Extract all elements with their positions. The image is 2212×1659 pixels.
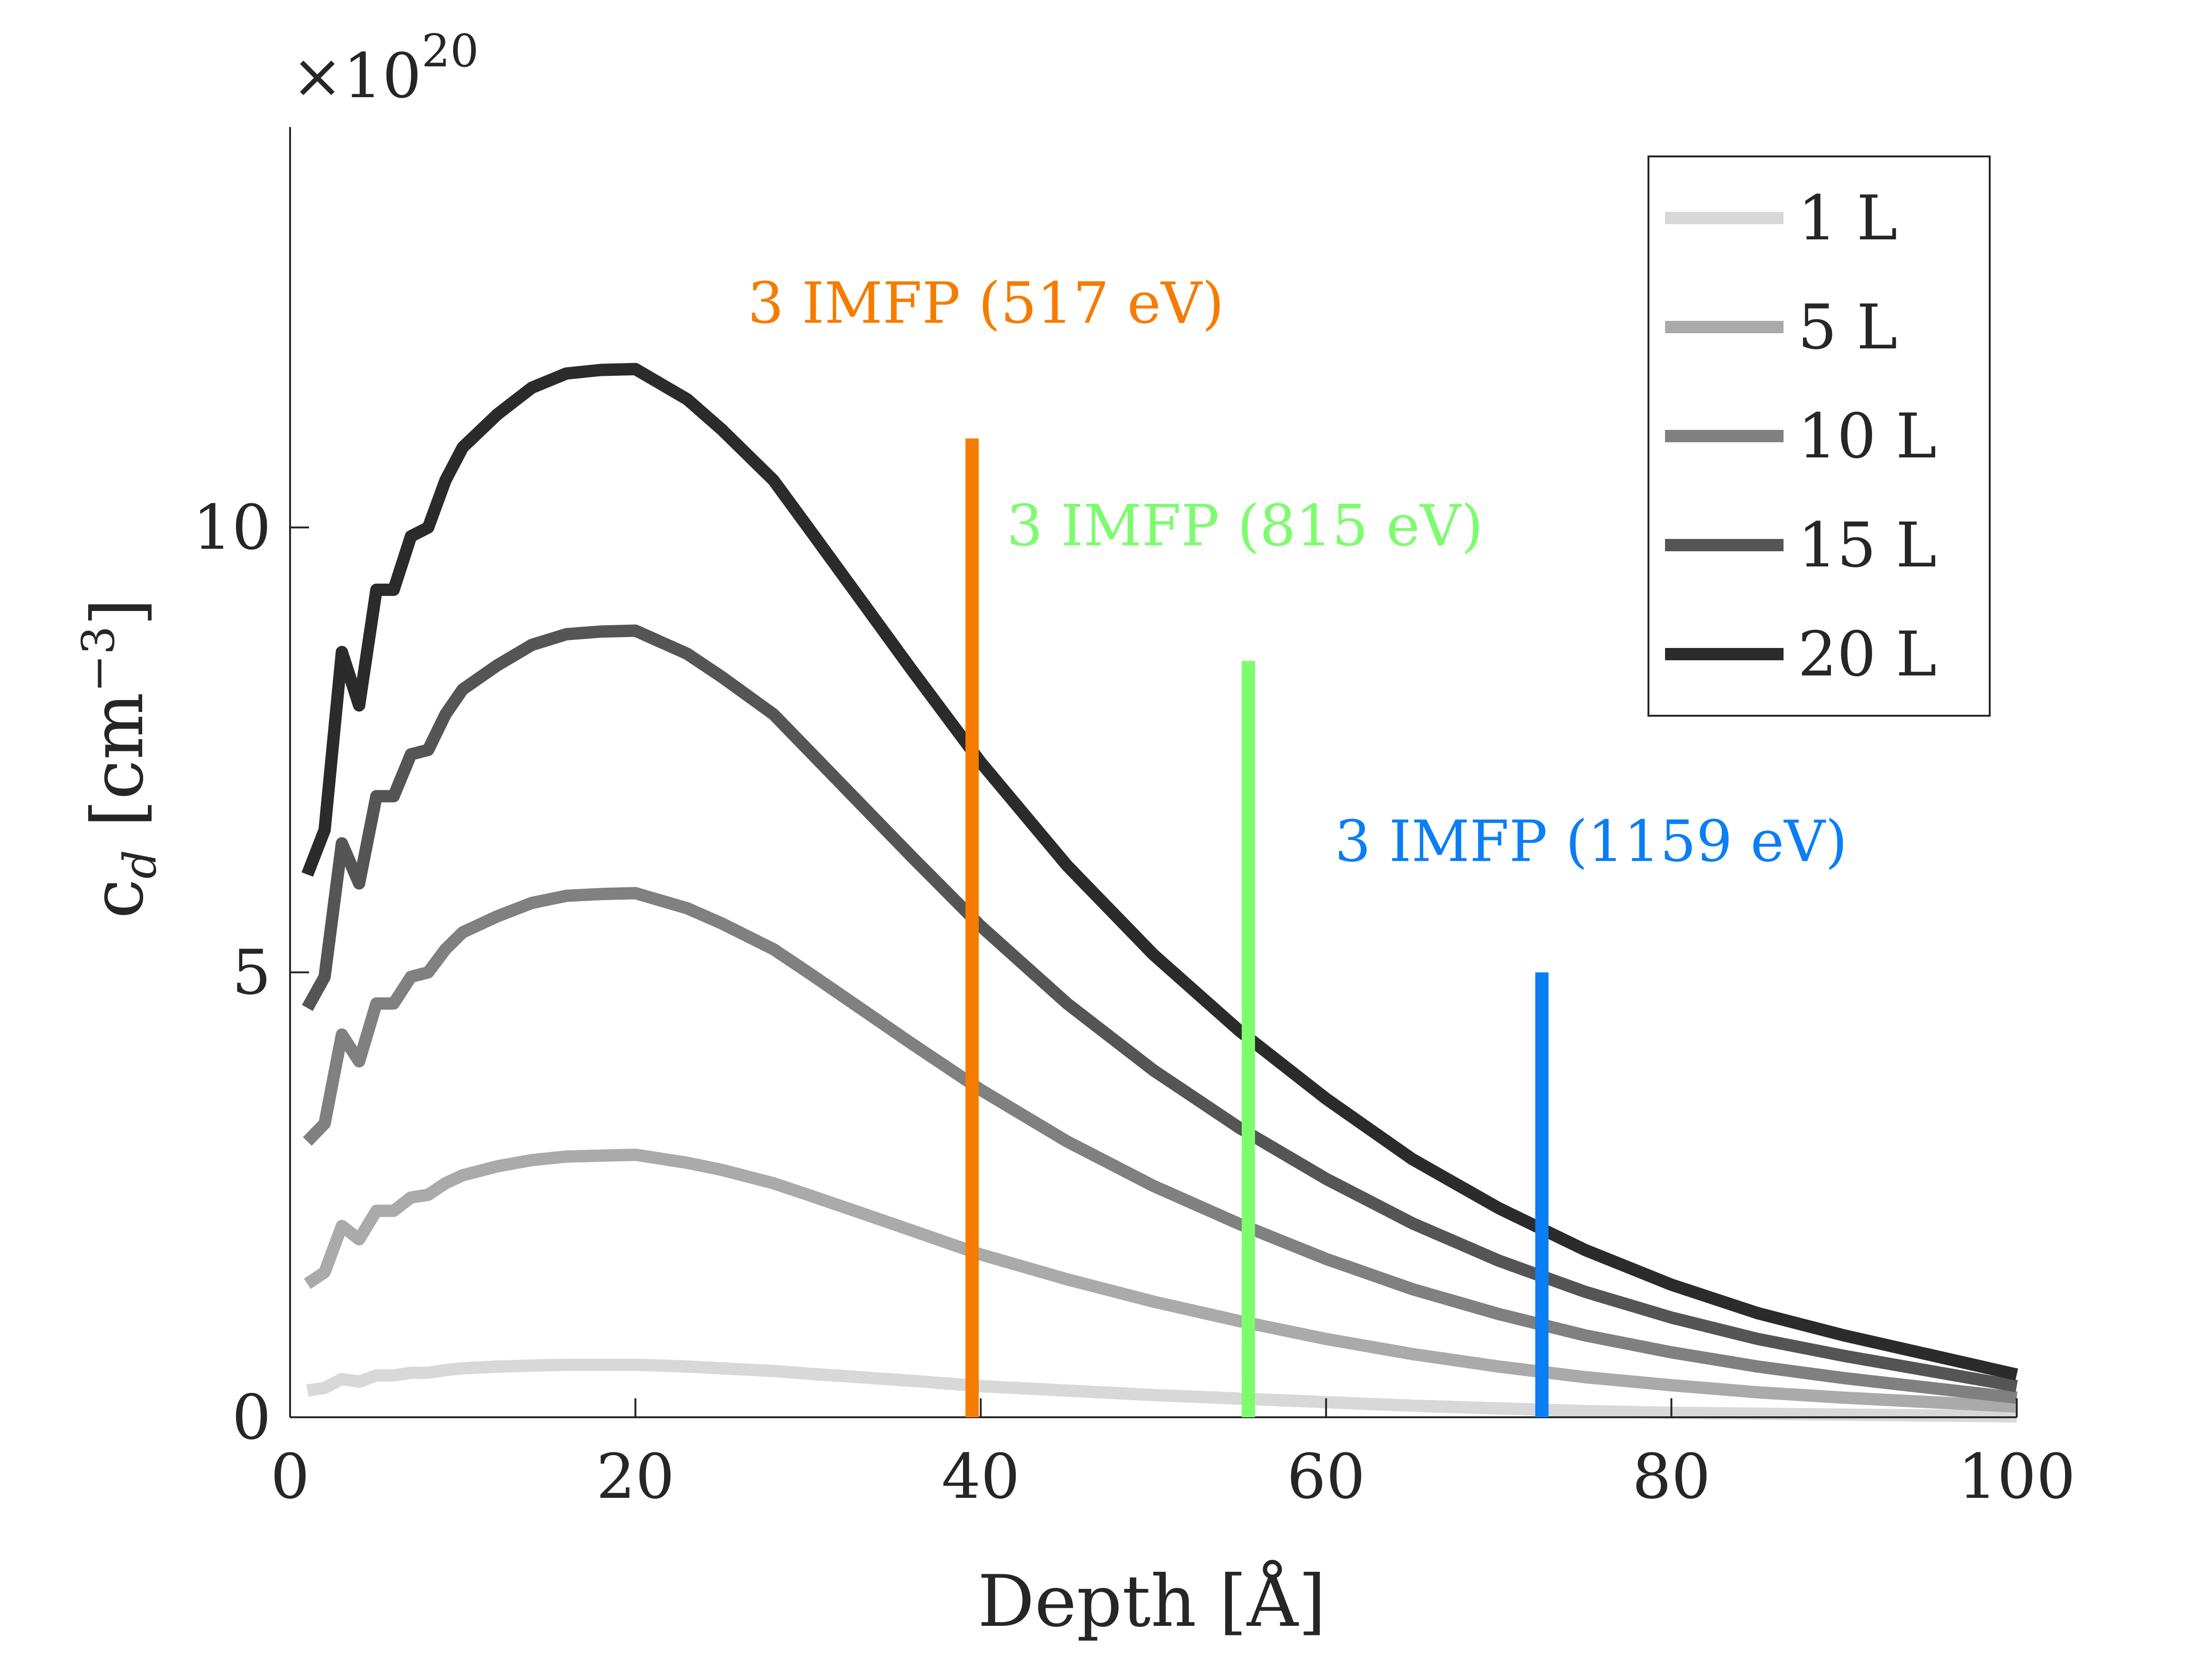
y-exponent-power: 20 [421,25,479,77]
y-axis-title-main: c [77,879,159,919]
y-axis-title-unit: [cm [77,693,159,850]
y-axis-title-unit-exponent: −3 [73,626,125,693]
legend-label: 5 L [1798,291,1897,363]
legend-label: 1 L [1798,182,1897,254]
imfp-annotation-2: 3 IMFP (815 eV) [1007,493,1483,559]
x-tick-label: 40 [941,1440,1020,1513]
x-tick-label: 60 [1287,1440,1365,1513]
y-exponent-prefix: ×10 [291,40,421,112]
x-tick-label: 100 [1958,1440,2075,1513]
y-tick-label: 10 [193,492,271,564]
y-axis-title-subscript: d [114,850,166,879]
y-axis-exponent-label: ×1020 [291,25,479,112]
legend: 1 L 5 L 10 L 15 L 20 L [1648,155,1991,717]
y-axis-title: cd [cm−3] [73,598,166,919]
x-tick-label: 20 [596,1440,674,1513]
legend-label: 15 L [1798,509,1937,581]
y-tick-label: 5 [232,936,271,1008]
y-axis-title-unit-close: ] [77,598,159,626]
x-tick-label: 0 [271,1440,310,1513]
y-ticks: 0 5 10 [193,492,309,1453]
annotations: 3 IMFP (517 eV) 3 IMFP (815 eV) 3 IMFP (11… [747,271,1848,1417]
x-ticks: 0 20 40 60 80 100 [271,1398,2075,1513]
legend-label: 20 L [1798,618,1937,690]
x-axis-title: Depth [Å] [978,1559,1326,1643]
legend-label: 10 L [1798,400,1937,472]
y-tick-label: 0 [232,1381,271,1453]
imfp-annotation-3: 3 IMFP (1159 eV) [1335,809,1848,875]
imfp-annotation-1: 3 IMFP (517 eV) [747,271,1224,337]
x-tick-label: 80 [1632,1440,1711,1513]
